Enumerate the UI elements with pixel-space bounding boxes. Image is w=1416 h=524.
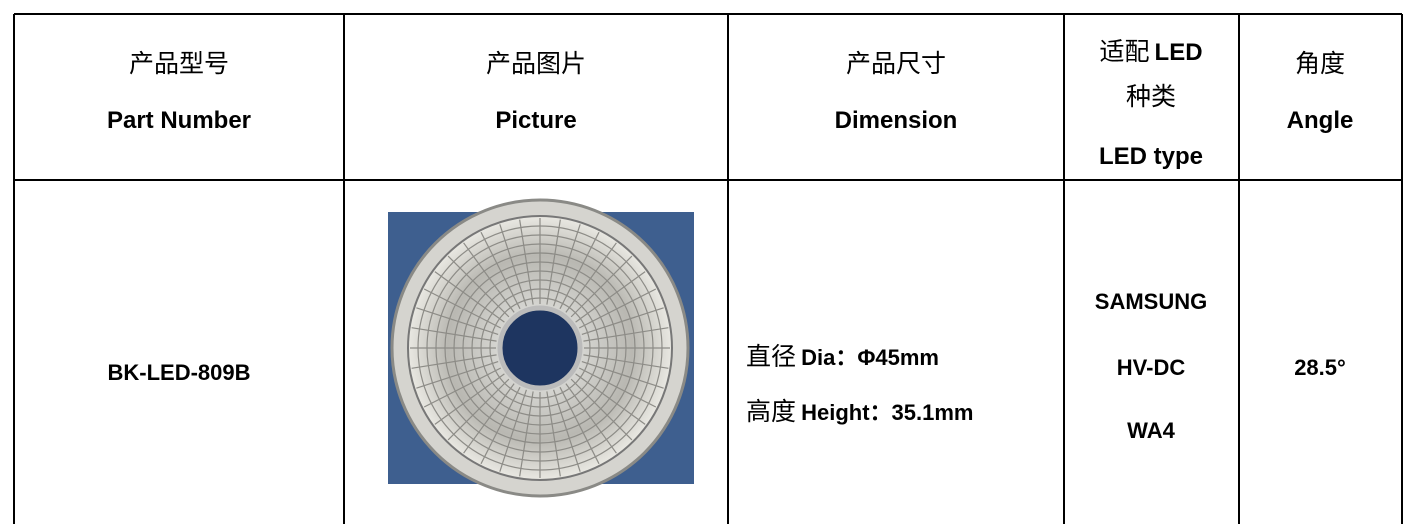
rib <box>411 327 497 342</box>
dimension-zh: 高度 <box>746 397 797 426</box>
header-zh: 种类 <box>1125 82 1177 111</box>
rib <box>578 367 657 408</box>
ring <box>489 297 591 399</box>
rib <box>546 391 561 477</box>
rib <box>581 307 664 335</box>
rib <box>575 271 646 323</box>
header-zh: 角度 <box>1294 49 1346 78</box>
rib <box>565 242 617 313</box>
ring <box>453 261 627 435</box>
rib <box>411 354 497 369</box>
rib <box>546 219 561 305</box>
rib <box>416 361 499 389</box>
rib <box>447 378 510 441</box>
ring <box>462 270 618 426</box>
part-number: BK-LED-809B <box>107 360 251 385</box>
rib <box>423 288 502 329</box>
rib <box>559 231 600 310</box>
header-line: 适配 LED <box>1099 32 1202 68</box>
rib <box>565 383 617 454</box>
rib <box>583 354 669 369</box>
rib <box>423 367 502 408</box>
rib <box>578 288 657 329</box>
header-zh: 产品型号 <box>128 49 230 78</box>
rib <box>581 361 664 389</box>
rib <box>553 389 581 472</box>
ring <box>480 288 600 408</box>
rib <box>559 386 600 465</box>
header-en: Picture <box>495 107 577 134</box>
header-en: LED type <box>1098 143 1204 170</box>
led-type: SAMSUNG <box>1094 289 1208 314</box>
rib <box>570 378 633 441</box>
rib <box>553 224 581 307</box>
rib <box>434 373 505 425</box>
ring <box>417 225 663 471</box>
rib <box>575 373 646 425</box>
ring <box>471 279 609 417</box>
header-en: Dimension <box>834 107 958 134</box>
rib <box>434 271 505 323</box>
rib <box>570 255 633 318</box>
led-type: WA4 <box>1127 418 1175 443</box>
dimension-en: Dia：Φ45mm <box>801 345 939 370</box>
ring <box>444 252 636 444</box>
rib <box>416 307 499 335</box>
header-en: Part Number <box>106 107 252 134</box>
rib <box>519 219 534 305</box>
rib <box>447 255 510 318</box>
ring <box>426 234 654 462</box>
dimension-line: 高度 Height：35.1mm <box>746 392 974 428</box>
header-en: Angle <box>1286 107 1354 134</box>
product-picture <box>388 198 694 498</box>
rib <box>463 383 515 454</box>
rib <box>463 242 515 313</box>
dimension-zh: 直径 <box>746 342 797 371</box>
header-zh: 产品尺寸 <box>845 49 947 78</box>
header-en: LED <box>1154 39 1203 66</box>
header-zh: 适配 <box>1099 37 1150 66</box>
dimension-line: 直径 Dia：Φ45mm <box>746 337 939 373</box>
ring <box>435 243 645 453</box>
led-type: HV-DC <box>1116 355 1186 380</box>
rib <box>480 386 521 465</box>
rib <box>519 391 534 477</box>
rib <box>499 224 527 307</box>
angle: 28.5° <box>1294 355 1346 380</box>
header-zh: 产品图片 <box>485 49 587 78</box>
rib <box>583 327 669 342</box>
dimension-en: Height：35.1mm <box>801 400 974 425</box>
rib <box>499 389 527 472</box>
rib <box>480 231 521 310</box>
